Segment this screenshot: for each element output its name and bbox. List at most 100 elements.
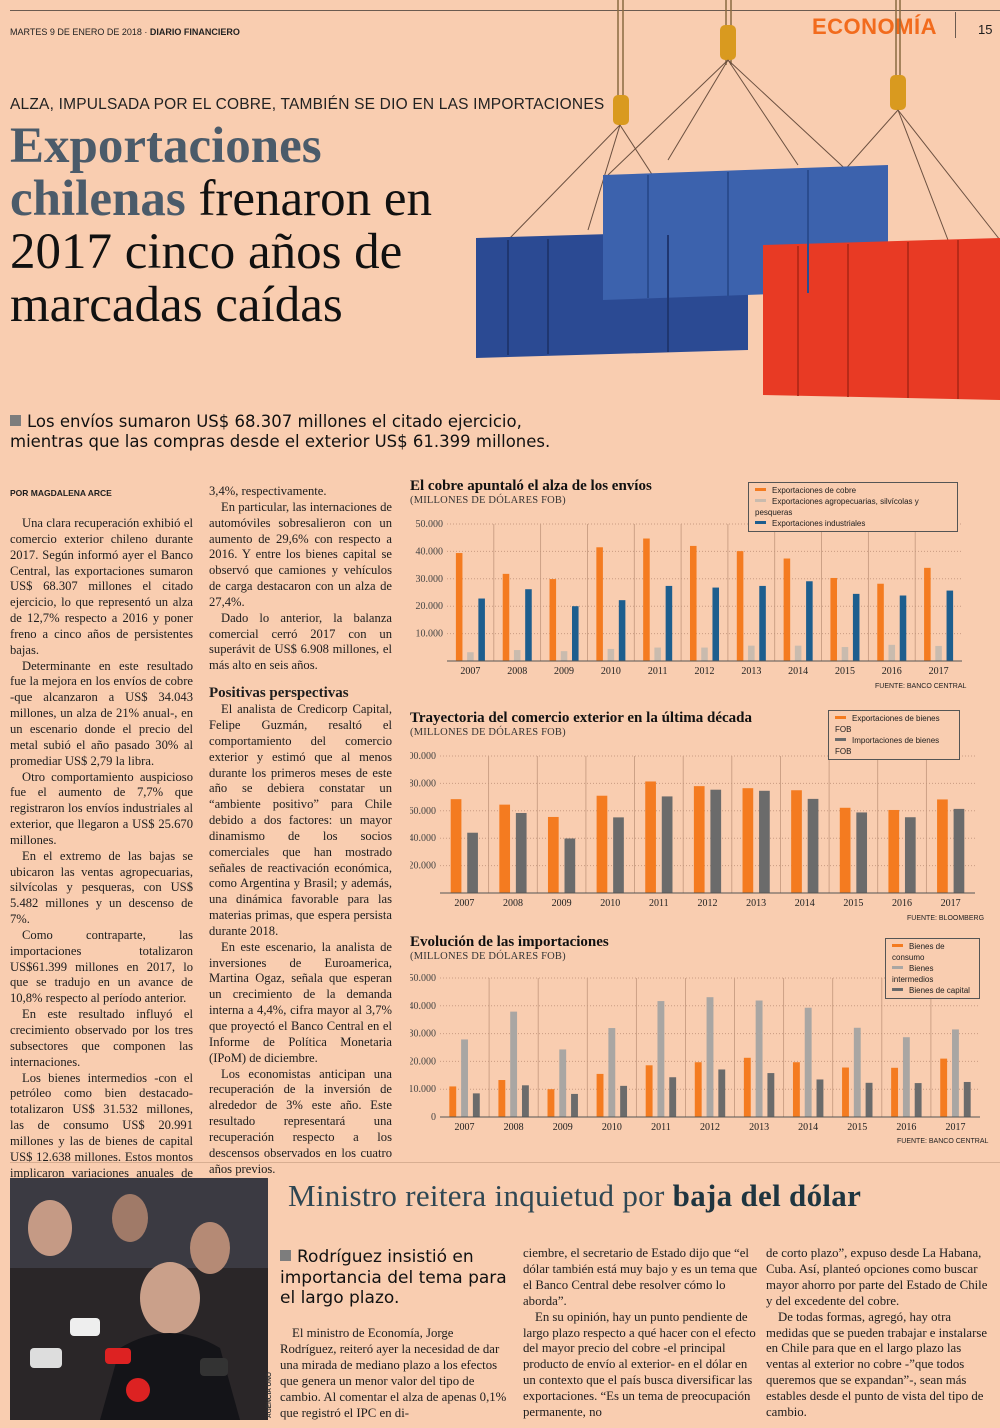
bar <box>608 1028 616 1117</box>
x-tick-label: 2016 <box>896 1122 916 1133</box>
bar <box>946 590 954 661</box>
x-tick-label: 2015 <box>835 666 855 677</box>
bar <box>499 804 511 893</box>
bar <box>952 1029 959 1117</box>
x-tick-label: 2010 <box>600 898 620 909</box>
newspaper-name: DIARIO FINANCIERO <box>149 27 240 37</box>
article-column-2: 3,4%, respectivamente. En particular, las… <box>209 484 392 1177</box>
bar <box>807 798 819 893</box>
bar <box>510 1011 518 1117</box>
bar <box>455 553 463 661</box>
bar <box>596 795 608 893</box>
bullet-square-icon <box>10 415 21 426</box>
bar <box>767 1073 775 1117</box>
lead-paragraph: Los envíos sumaron US$ 68.307 millones e… <box>10 412 570 452</box>
bar <box>478 598 485 661</box>
legend-item: Bienes intermedios <box>892 963 973 985</box>
legend-swatch <box>755 499 766 502</box>
bar <box>525 589 532 661</box>
second-lead: Rodríguez insistió en importancia del te… <box>280 1247 510 1309</box>
paragraph: En este resultado influyó el crecimiento… <box>10 1007 193 1069</box>
kicker: ALZA, IMPULSADA POR EL COBRE, TAMBIÉN SE… <box>10 96 605 113</box>
bar <box>613 817 624 893</box>
bar <box>935 645 942 661</box>
paragraph: de corto plazo”, expuso desde La Habana,… <box>766 1246 988 1308</box>
chart-plot: 20.000 40.000 60.000 80.000 100.000 2007 2008 2… <box>410 751 975 909</box>
bar <box>865 1082 873 1117</box>
chart-subtitle: (MILLONES DE DÓLARES FOB) <box>410 727 566 738</box>
bar <box>467 652 474 661</box>
bar <box>693 786 705 893</box>
bar <box>572 606 579 661</box>
y-tick-label: 30.000 <box>416 574 444 585</box>
legend-swatch <box>835 716 846 719</box>
bar <box>856 812 868 893</box>
chart-title: Evolución de las importaciones <box>410 934 609 950</box>
bar <box>559 1049 567 1117</box>
x-tick-label: 2012 <box>695 666 715 677</box>
paragraph: De todas formas, agregó, hay otra medida… <box>766 1309 988 1420</box>
bar <box>643 538 650 661</box>
bar <box>791 790 802 893</box>
chart-copper-exports: El cobre apuntaló el alza de los envíos(… <box>410 478 1000 693</box>
bar <box>718 1069 726 1117</box>
paragraph: En el extremo de las bajas se ubicaron l… <box>10 848 193 927</box>
date: MARTES 9 DE ENERO DE 2018 · <box>10 27 150 37</box>
legend-label: Exportaciones de cobre <box>772 486 857 495</box>
bar <box>661 796 673 893</box>
legend-label: Bienes intermedios <box>892 964 934 984</box>
bar <box>449 1086 457 1117</box>
legend-label: Importaciones de bienes FOB <box>835 736 940 756</box>
bar <box>710 789 722 893</box>
second-headline: Ministro reitera inquietud por baja del … <box>288 1178 861 1214</box>
bar <box>689 545 697 661</box>
bar <box>521 1085 529 1117</box>
x-tick-label: 2010 <box>601 666 621 677</box>
paragraph: En este escenario, la analista de invers… <box>209 939 392 1065</box>
x-tick-label: 2017 <box>941 898 961 909</box>
bar <box>467 832 478 893</box>
chart-source: FUENTE: BANCO CENTRAL <box>875 683 967 690</box>
bar <box>963 1081 971 1117</box>
x-tick-label: 2015 <box>847 1122 867 1133</box>
paragraph: En particular, las internaciones de auto… <box>209 499 392 609</box>
legend-item: Exportaciones industriales <box>755 518 951 529</box>
legend-item: Exportaciones agropecuarias, silvícolas … <box>755 496 951 518</box>
y-tick-label: 80.000 <box>410 778 436 789</box>
bar <box>515 812 527 893</box>
bar <box>839 807 851 893</box>
bar <box>736 551 744 661</box>
bar <box>783 558 791 661</box>
bar <box>792 1062 800 1117</box>
x-tick-label: 2008 <box>503 898 523 909</box>
legend-swatch <box>755 521 766 524</box>
bar <box>564 838 576 893</box>
byline: POR MAGDALENA ARCE <box>10 488 112 498</box>
legend-label: Exportaciones de bienes FOB <box>835 714 940 734</box>
legend-label: Exportaciones agropecuarias, silvícolas … <box>755 497 919 517</box>
x-tick-label: 2013 <box>749 1122 769 1133</box>
y-tick-label: 100.000 <box>410 751 436 762</box>
bar <box>841 647 849 661</box>
y-tick-label: 20.000 <box>410 1056 436 1067</box>
bar <box>940 1058 948 1117</box>
bar <box>596 1073 604 1117</box>
bar <box>842 1067 849 1117</box>
bar <box>852 593 860 661</box>
x-tick-label: 2011 <box>649 898 669 909</box>
x-tick-label: 2017 <box>929 666 949 677</box>
x-tick-label: 2011 <box>648 666 668 677</box>
x-tick-label: 2010 <box>602 1122 622 1133</box>
bar <box>804 1007 812 1117</box>
chart-legend: Exportaciones de cobre Exportaciones agro… <box>748 482 958 532</box>
chart-foreign-trade: Trayectoria del comercio exterior en la … <box>410 710 1000 930</box>
bar <box>665 585 673 661</box>
minister-press-photo <box>10 1178 268 1420</box>
bar <box>759 790 770 893</box>
headline-highlight: Exportaciones chilenas <box>10 118 322 227</box>
x-tick-label: 2012 <box>698 898 718 909</box>
dateline: MARTES 9 DE ENERO DE 2018 · DIARIO FINAN… <box>10 27 240 37</box>
legend-item: Importaciones de bienes FOB <box>835 735 953 757</box>
x-tick-label: 2008 <box>504 1122 524 1133</box>
bar <box>806 581 813 661</box>
